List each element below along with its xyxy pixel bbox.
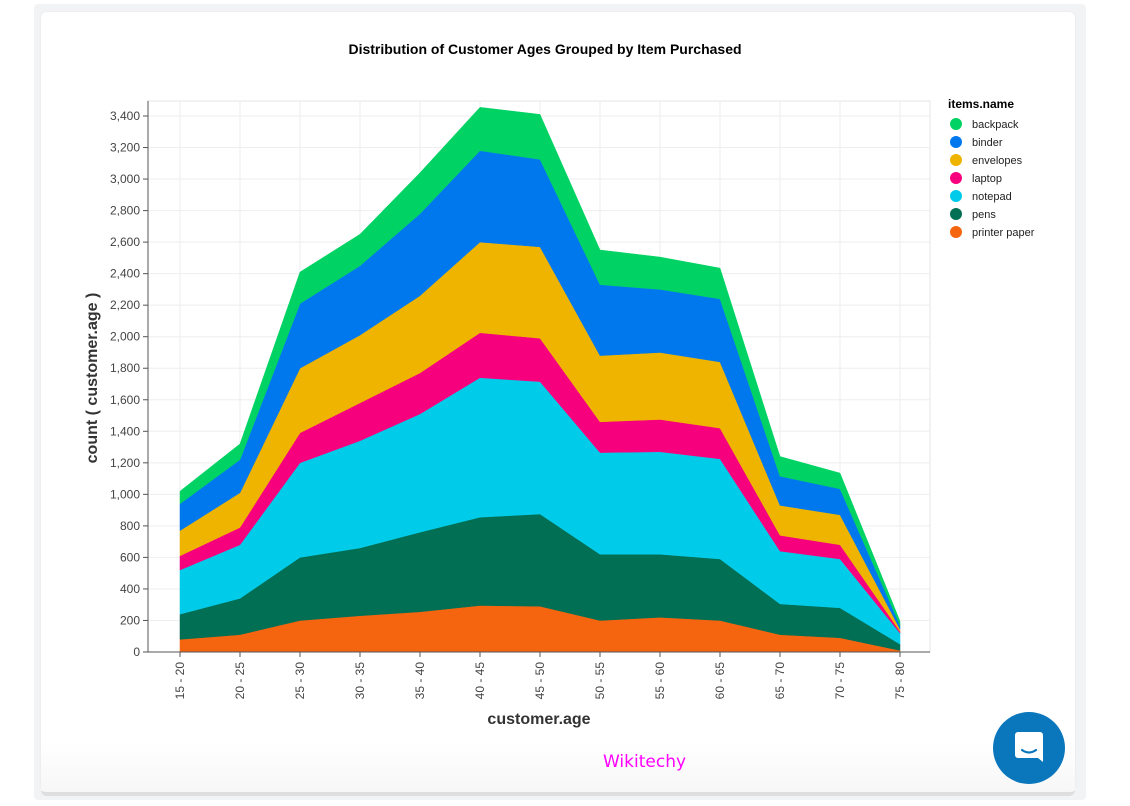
x-tick-label: 70 - 75 xyxy=(833,662,847,700)
x-tick-label: 30 - 35 xyxy=(353,662,367,700)
y-tick-label: 1,400 xyxy=(110,424,140,438)
legend: items.name backpack binder envelopes laptop… xyxy=(948,97,1035,239)
legend-item-laptop: laptop xyxy=(950,172,1002,185)
legend-swatch xyxy=(950,226,962,238)
y-tick-label: 200 xyxy=(120,613,140,627)
watermark-text: Wikitechy xyxy=(603,752,687,772)
legend-swatch xyxy=(950,118,962,130)
legend-swatch xyxy=(950,154,962,166)
area-backpack xyxy=(179,107,901,626)
legend-label: envelopes xyxy=(972,155,1023,167)
legend-item-binder: binder xyxy=(950,136,1003,149)
y-tick-label: 3,200 xyxy=(110,141,140,155)
chat-bubble-icon xyxy=(1015,732,1043,762)
legend-item-backpack: backpack xyxy=(950,118,1019,131)
x-tick-label: 35 - 40 xyxy=(413,662,427,700)
card-footer xyxy=(41,742,1075,796)
y-tick-label: 800 xyxy=(120,519,140,533)
y-tick-label: 3,000 xyxy=(110,172,140,186)
axes: 0 200 400 600 800 1,000 1,200 1,400 1,600 1,800 2,… xyxy=(110,101,930,699)
x-tick-label: 75 - 80 xyxy=(893,662,907,700)
legend-label: backpack xyxy=(972,119,1019,131)
y-tick-label: 2,200 xyxy=(110,298,140,312)
y-tick-label: 2,000 xyxy=(110,330,140,344)
chat-button[interactable] xyxy=(993,712,1065,784)
legend-swatch xyxy=(950,190,962,202)
x-tick-label: 20 - 25 xyxy=(233,662,247,700)
legend-item-pens: pens xyxy=(950,208,996,221)
x-tick-label: 65 - 70 xyxy=(773,662,787,700)
x-tick-label: 60 - 65 xyxy=(713,662,727,700)
legend-item-envelopes: envelopes xyxy=(950,154,1023,167)
x-axis-title: customer.age xyxy=(487,711,590,728)
y-tick-label: 1,800 xyxy=(110,361,140,375)
chart-title: Distribution of Customer Ages Grouped by… xyxy=(348,41,741,57)
legend-swatch xyxy=(950,172,962,184)
x-tick-label: 55 - 60 xyxy=(653,662,667,700)
y-tick-label: 2,400 xyxy=(110,267,140,281)
legend-label: notepad xyxy=(972,191,1012,203)
y-tick-label: 2,600 xyxy=(110,235,140,249)
y-tick-label: 3,400 xyxy=(110,109,140,123)
y-tick-label: 0 xyxy=(133,645,140,659)
y-tick-label: 400 xyxy=(120,582,140,596)
legend-label: binder xyxy=(972,137,1003,149)
area-layers xyxy=(179,107,901,653)
x-tick-label: 15 - 20 xyxy=(173,662,187,700)
legend-label: printer paper xyxy=(972,227,1035,239)
y-tick-label: 1,200 xyxy=(110,456,140,470)
y-axis-title: count ( customer.age ) xyxy=(84,293,101,464)
x-tick-label: 45 - 50 xyxy=(533,662,547,700)
legend-item-printer-paper: printer paper xyxy=(950,226,1035,239)
x-tick-label: 50 - 55 xyxy=(593,662,607,700)
y-tick-label: 600 xyxy=(120,550,140,564)
legend-item-notepad: notepad xyxy=(950,190,1012,203)
y-tick-label: 2,800 xyxy=(110,204,140,218)
y-tick-label: 1,600 xyxy=(110,393,140,407)
y-tick-label: 1,000 xyxy=(110,487,140,501)
x-tick-label: 40 - 45 xyxy=(473,662,487,700)
legend-swatch xyxy=(950,136,962,148)
legend-label: laptop xyxy=(972,173,1002,185)
x-tick-label: 25 - 30 xyxy=(293,662,307,700)
legend-title: items.name xyxy=(948,97,1014,111)
legend-label: pens xyxy=(972,209,996,221)
legend-swatch xyxy=(950,208,962,220)
